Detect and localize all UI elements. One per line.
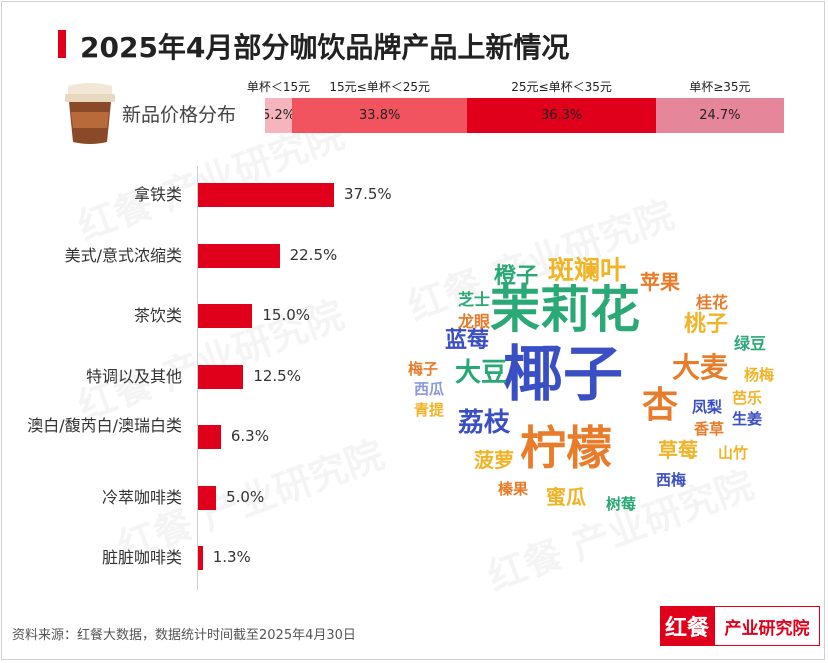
- category-label: 拿铁类: [133, 185, 182, 204]
- word-cloud-term: 蜜瓜: [546, 485, 586, 509]
- word-cloud-term: 椰子: [503, 340, 623, 410]
- word-cloud-term: 柠檬: [520, 421, 612, 475]
- bar: [198, 183, 334, 207]
- chart-title: 2025年4月部分咖饮品牌产品上新情况: [80, 31, 570, 64]
- y-axis-line: [197, 166, 198, 590]
- bar: [198, 546, 203, 570]
- bar: [198, 425, 221, 449]
- price-segment-header: 15元≤单杯＜25元: [329, 80, 430, 94]
- word-cloud-term: 草莓: [658, 438, 698, 462]
- ingredient-word-cloud: 椰子 茉莉花柠檬 斑斓叶杏 大豆 大麦荔枝 橙子 苹果 桃子蓝莓菠萝 草莓蜜瓜 芝士龙眼 桂花绿豆梅…: [400, 250, 790, 530]
- bar-value-label: 12.5%: [253, 366, 301, 385]
- price-segment: 33.8%: [291, 98, 468, 133]
- word-cloud-term: 大麦: [672, 351, 729, 384]
- category-label: 特调以及其他: [85, 366, 182, 386]
- bar: [198, 364, 244, 389]
- bar-value-label: 22.5%: [289, 245, 338, 264]
- word-cloud-term: 榛果: [498, 480, 529, 498]
- bar: [198, 243, 280, 268]
- word-cloud-term: 茉莉花: [490, 281, 640, 339]
- word-cloud-term: 苹果: [640, 270, 680, 294]
- word-cloud-term: 龙眼: [458, 312, 491, 331]
- word-cloud-term: 荔枝: [458, 408, 511, 438]
- price-segment-header: 单杯≥35元: [689, 80, 751, 94]
- category-label: 澳白/馥芮白/澳瑞白类: [27, 416, 182, 435]
- word-cloud-term: 蓝莓: [445, 328, 490, 353]
- word-cloud-term: 橙子: [494, 264, 539, 289]
- word-cloud-term: 山竹: [718, 444, 749, 462]
- word-cloud-term: 菠萝: [474, 448, 514, 472]
- word-cloud-term: 芝士: [458, 290, 491, 309]
- word-cloud-term: 杨梅: [744, 366, 775, 384]
- word-cloud-term: 绿豆: [734, 334, 767, 353]
- word-cloud-term: 香草: [694, 420, 725, 438]
- word-cloud-term: 杏: [642, 385, 679, 426]
- bar-value-label: 6.3%: [230, 427, 269, 445]
- word-cloud-term: 凤梨: [692, 398, 723, 416]
- bar-value-label: 37.5%: [344, 185, 392, 203]
- word-cloud-term: 树莓: [606, 495, 637, 513]
- bar: [198, 485, 217, 510]
- price-distribution-bar: 5.2%33.8%36.3%24.7%: [265, 98, 784, 133]
- bar: [198, 304, 253, 328]
- word-cloud-term: 斑斓叶: [548, 256, 627, 286]
- word-cloud-term: 青提: [414, 401, 445, 419]
- brand-logo: 红餐 产业研究院: [660, 606, 820, 646]
- word-cloud-term: 芭乐: [732, 389, 763, 407]
- word-cloud-term: 西梅: [656, 471, 687, 489]
- price-segment-header: 25元≤单杯＜35元: [511, 80, 612, 94]
- word-cloud-term: 大豆: [455, 358, 508, 388]
- logo-text: 产业研究院: [714, 606, 820, 646]
- bar-value-label: 1.3%: [212, 548, 251, 566]
- word-cloud-term: 西瓜: [414, 380, 445, 398]
- title-accent: [58, 30, 66, 58]
- category-label: 美式/意式浓缩类: [64, 245, 182, 265]
- word-cloud-term: 生姜: [732, 410, 763, 428]
- price-segment: 5.2%: [265, 98, 292, 133]
- source-note: 资料来源：红餐大数据，数据统计时间截至2025年4月30日: [12, 628, 356, 643]
- logo-mark: 红餐: [660, 606, 714, 646]
- price-segment: 24.7%: [655, 98, 784, 133]
- bar-value-label: 15.0%: [262, 306, 311, 324]
- category-label: 冷萃咖啡类: [101, 487, 182, 507]
- word-cloud-term: 桃子: [684, 312, 729, 337]
- word-cloud-term: 梅子: [408, 360, 439, 378]
- category-label: 脏脏咖啡类: [101, 548, 182, 567]
- coffee-cup-icon: [65, 83, 115, 144]
- price-segment-header: 单杯＜15元: [246, 80, 311, 94]
- bar-value-label: 5.0%: [226, 487, 265, 506]
- word-cloud-term: 桂花: [696, 293, 729, 312]
- price-distribution-label: 新品价格分布: [122, 104, 237, 126]
- price-segment: 36.3%: [467, 98, 656, 133]
- category-label: 茶饮类: [133, 306, 182, 325]
